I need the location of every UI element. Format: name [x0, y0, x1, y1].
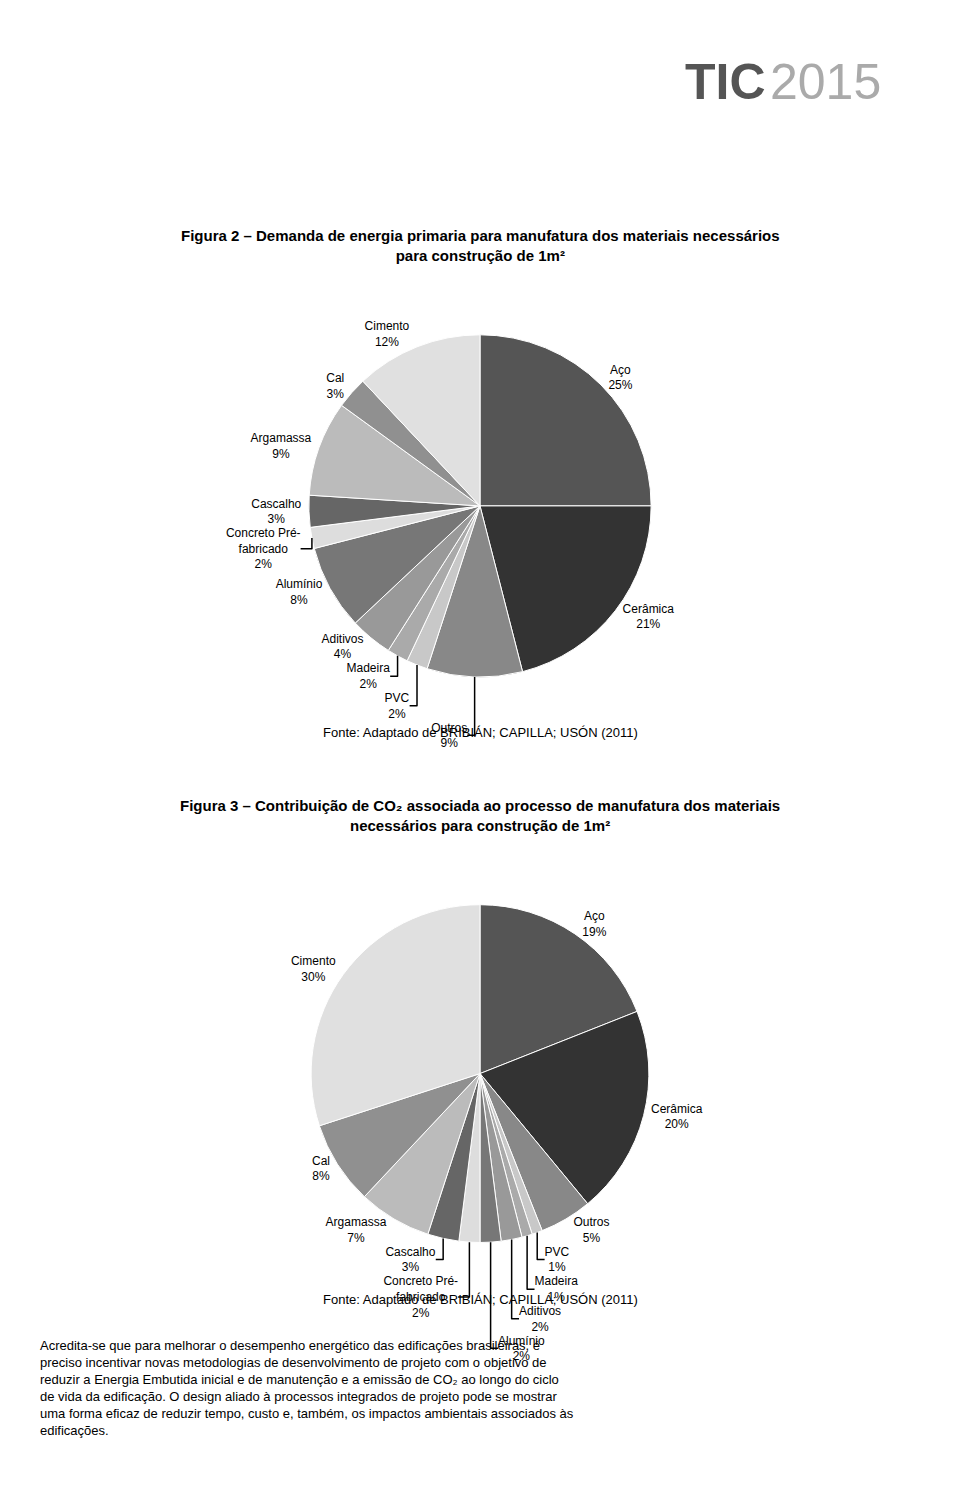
- svg-text:Figura 2 – Demanda de energia: Figura 2 – Demanda de energia primaria p…: [181, 227, 780, 264]
- svg-text:Concreto Pré-fabricado2%: Concreto Pré-fabricado2%: [383, 1274, 458, 1319]
- svg-text:Cascalho3%: Cascalho3%: [385, 1245, 435, 1275]
- svg-text:Aditivos4%: Aditivos4%: [321, 632, 363, 662]
- svg-text:Madeira1%: Madeira1%: [535, 1274, 579, 1304]
- svg-text:Alumínio8%: Alumínio8%: [276, 577, 323, 607]
- svg-text:Alumínio2%: Alumínio2%: [498, 1334, 545, 1364]
- svg-text:Aço25%: Aço25%: [608, 363, 632, 393]
- svg-text:Aço19%: Aço19%: [582, 909, 606, 939]
- svg-text:TIC: TIC: [685, 54, 766, 110]
- svg-text:Cerâmica20%: Cerâmica20%: [651, 1102, 703, 1132]
- svg-text:Cimento12%: Cimento12%: [365, 319, 410, 349]
- svg-text:Cascalho3%: Cascalho3%: [251, 497, 301, 527]
- svg-text:Cal8%: Cal8%: [312, 1154, 330, 1184]
- svg-text:Outros9%: Outros9%: [431, 721, 467, 751]
- svg-text:Aditivos2%: Aditivos2%: [519, 1304, 561, 1334]
- svg-text:Argamassa7%: Argamassa7%: [326, 1215, 387, 1245]
- svg-text:Fonte: Adaptado de BRIBIÁN; CA: Fonte: Adaptado de BRIBIÁN; CAPILLA; USÓ…: [323, 1292, 638, 1307]
- svg-text:2015: 2015: [770, 54, 881, 110]
- svg-text:Figura 3 – Contribuição de CO₂: Figura 3 – Contribuição de CO₂ associada…: [180, 797, 780, 834]
- svg-text:Cimento30%: Cimento30%: [291, 954, 336, 984]
- svg-text:PVC1%: PVC1%: [545, 1245, 570, 1275]
- svg-text:Outros5%: Outros5%: [573, 1215, 609, 1245]
- svg-text:Cerâmica21%: Cerâmica21%: [623, 602, 675, 632]
- svg-text:Argamassa9%: Argamassa9%: [251, 431, 312, 461]
- svg-text:Concreto Pré-fabricado2%: Concreto Pré-fabricado2%: [226, 526, 301, 571]
- svg-text:Madeira2%: Madeira2%: [346, 661, 390, 691]
- svg-text:Fonte: Adaptado de BRIBIÁN; CA: Fonte: Adaptado de BRIBIÁN; CAPILLA; USÓ…: [323, 725, 638, 740]
- svg-text:Cal3%: Cal3%: [326, 371, 344, 401]
- svg-text:Acredita-se que para melhorar: Acredita-se que para melhorar o desempen…: [40, 1338, 574, 1438]
- svg-text:PVC2%: PVC2%: [385, 691, 410, 721]
